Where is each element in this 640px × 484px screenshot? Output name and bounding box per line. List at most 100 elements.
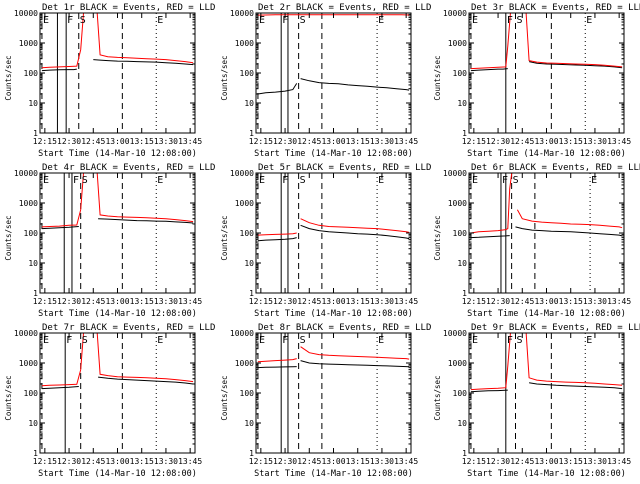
x-tick-label: 12:15 xyxy=(462,297,486,306)
x-tick-label: 12:30 xyxy=(57,297,81,306)
x-tick-label: 12:30 xyxy=(273,457,297,466)
event-marker-label: F xyxy=(507,15,513,26)
y-tick-label: 100 xyxy=(24,389,39,398)
x-tick-label: 13:45 xyxy=(394,297,418,306)
x-tick-label: 12:45 xyxy=(81,297,105,306)
x-axis-label: Start Time (14-Mar-10 12:08:00) xyxy=(38,309,197,319)
x-tick-label: 13:00 xyxy=(321,457,345,466)
series-events-line xyxy=(301,361,410,367)
event-marker-label: E xyxy=(378,335,384,346)
plot-area xyxy=(42,159,195,293)
x-tick-label: 12:15 xyxy=(33,137,57,146)
y-axis-label: Counts/sec xyxy=(433,55,442,100)
plot-frame xyxy=(40,333,195,453)
y-tick-label: 100 xyxy=(453,229,468,238)
x-tick-label: 13:15 xyxy=(130,297,154,306)
event-marker-label: E xyxy=(259,15,265,26)
event-marker-label: S xyxy=(513,175,519,186)
x-tick-label: 13:00 xyxy=(105,457,129,466)
y-tick-label: 10000 xyxy=(14,329,38,338)
y-tick-label: 10 xyxy=(28,99,38,108)
event-marker-label: E xyxy=(378,15,384,26)
event-marker-label: F xyxy=(67,15,73,26)
x-axis-label: Start Time (14-Mar-10 12:08:00) xyxy=(254,149,413,159)
x-tick-label: 13:30 xyxy=(370,297,394,306)
event-marker-label: E xyxy=(591,175,597,186)
x-tick-label: 12:30 xyxy=(57,137,81,146)
event-marker-label: F xyxy=(502,175,508,186)
y-tick-label: 10 xyxy=(244,259,254,268)
y-axis-label: Counts/sec xyxy=(433,215,442,260)
x-tick-label: 12:15 xyxy=(33,297,57,306)
y-tick-label: 100 xyxy=(24,229,39,238)
panel-title: Det 6r BLACK = Events, RED = LLD xyxy=(471,163,640,173)
panel-4: Det 4r BLACK = Events, RED = LLD Start Ti… xyxy=(4,159,215,319)
series-events-line xyxy=(258,83,297,94)
x-tick-label: 12:15 xyxy=(462,137,486,146)
event-marker-label: E xyxy=(43,175,49,186)
event-marker-label: F xyxy=(73,175,79,186)
panel-title: Det 2r BLACK = Events, RED = LLD xyxy=(258,3,431,13)
event-marker-label: S xyxy=(300,175,306,186)
x-tick-label: 12:15 xyxy=(249,137,273,146)
series-lld-line xyxy=(517,210,622,228)
y-axis-label: Counts/sec xyxy=(220,55,229,100)
y-axis-label: Counts/sec xyxy=(4,375,13,420)
plot-area xyxy=(471,159,624,293)
y-tick-label: 10 xyxy=(28,419,38,428)
x-tick-label: 13:00 xyxy=(105,137,129,146)
y-tick-label: 10 xyxy=(244,99,254,108)
y-tick-label: 100 xyxy=(240,69,255,78)
series-lld-line xyxy=(301,347,410,359)
y-tick-label: 10000 xyxy=(443,329,467,338)
plot-area xyxy=(42,0,195,133)
y-tick-label: 1000 xyxy=(235,39,254,48)
plot-area xyxy=(471,0,624,133)
y-tick-label: 10 xyxy=(457,419,467,428)
plot-frame xyxy=(469,13,624,133)
series-events-line xyxy=(93,60,193,65)
x-tick-label: 12:45 xyxy=(297,137,321,146)
x-tick-label: 13:15 xyxy=(346,137,370,146)
panel-title: Det 4r BLACK = Events, RED = LLD xyxy=(42,163,215,173)
series-events-line xyxy=(42,69,77,71)
x-tick-label: 13:45 xyxy=(394,137,418,146)
event-marker-label: E xyxy=(472,175,478,186)
x-tick-label: 12:30 xyxy=(57,457,81,466)
x-tick-label: 13:45 xyxy=(607,137,631,146)
x-tick-label: 12:45 xyxy=(81,457,105,466)
y-tick-label: 10000 xyxy=(443,9,467,18)
x-tick-label: 13:00 xyxy=(534,137,558,146)
y-tick-label: 100 xyxy=(453,69,468,78)
x-tick-label: 13:30 xyxy=(154,457,178,466)
plot-frame xyxy=(40,173,195,293)
y-tick-label: 10000 xyxy=(14,169,38,178)
y-tick-label: 10000 xyxy=(230,169,254,178)
x-axis-label: Start Time (14-Mar-10 12:08:00) xyxy=(467,149,626,159)
plot-area xyxy=(471,319,624,453)
series-lld-line xyxy=(258,233,297,235)
x-tick-label: 13:15 xyxy=(130,457,154,466)
y-tick-label: 1000 xyxy=(448,359,467,368)
y-tick-label: 100 xyxy=(453,389,468,398)
x-tick-label: 12:30 xyxy=(486,457,510,466)
series-events-line xyxy=(471,236,510,238)
x-tick-label: 13:30 xyxy=(370,137,394,146)
x-tick-label: 13:00 xyxy=(321,297,345,306)
y-tick-label: 1000 xyxy=(448,39,467,48)
x-tick-label: 13:45 xyxy=(394,457,418,466)
event-marker-label: E xyxy=(259,335,265,346)
y-tick-label: 100 xyxy=(240,229,255,238)
x-axis-label: Start Time (14-Mar-10 12:08:00) xyxy=(38,149,197,159)
series-events-line xyxy=(98,219,193,223)
plot-frame xyxy=(469,173,624,293)
plot-area xyxy=(258,13,411,133)
x-tick-label: 12:15 xyxy=(249,297,273,306)
x-tick-label: 12:15 xyxy=(462,457,486,466)
